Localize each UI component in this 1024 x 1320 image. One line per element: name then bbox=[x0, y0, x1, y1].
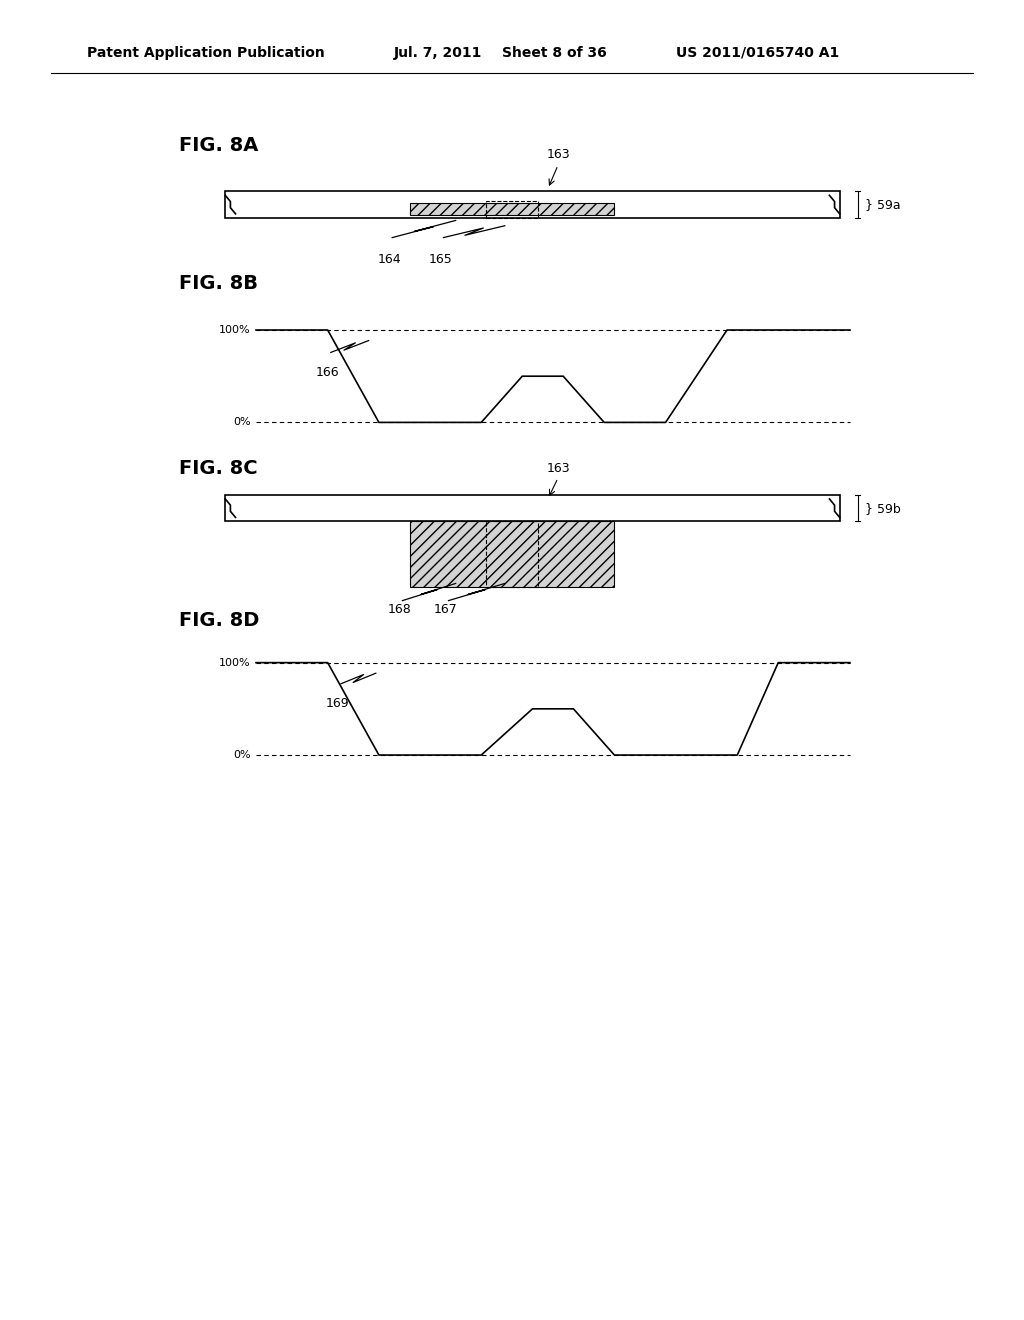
Text: FIG. 8A: FIG. 8A bbox=[179, 136, 259, 154]
Text: 167: 167 bbox=[433, 603, 458, 616]
Text: 166: 166 bbox=[315, 366, 340, 379]
Text: 0%: 0% bbox=[233, 750, 251, 760]
Text: Patent Application Publication: Patent Application Publication bbox=[87, 46, 325, 59]
Text: 163: 163 bbox=[546, 148, 570, 161]
Bar bbox=[410, 521, 614, 587]
Text: 164: 164 bbox=[377, 253, 401, 267]
Text: FIG. 8D: FIG. 8D bbox=[179, 611, 259, 630]
Text: FIG. 8C: FIG. 8C bbox=[179, 459, 258, 478]
Text: FIG. 8B: FIG. 8B bbox=[179, 275, 258, 293]
Text: } 59b: } 59b bbox=[865, 502, 901, 515]
FancyBboxPatch shape bbox=[225, 495, 840, 521]
Text: 165: 165 bbox=[428, 253, 453, 267]
Text: 100%: 100% bbox=[219, 657, 251, 668]
FancyBboxPatch shape bbox=[225, 191, 840, 218]
Text: Sheet 8 of 36: Sheet 8 of 36 bbox=[502, 46, 606, 59]
Text: 0%: 0% bbox=[233, 417, 251, 428]
Text: 168: 168 bbox=[387, 603, 412, 616]
Text: Jul. 7, 2011: Jul. 7, 2011 bbox=[394, 46, 482, 59]
Bar bbox=[486, 521, 538, 587]
Bar bbox=[410, 203, 614, 215]
Text: US 2011/0165740 A1: US 2011/0165740 A1 bbox=[676, 46, 839, 59]
Text: 100%: 100% bbox=[219, 325, 251, 335]
Text: 163: 163 bbox=[546, 462, 570, 475]
Text: } 59a: } 59a bbox=[865, 198, 901, 211]
Bar bbox=[486, 201, 538, 218]
Text: 169: 169 bbox=[326, 697, 350, 710]
